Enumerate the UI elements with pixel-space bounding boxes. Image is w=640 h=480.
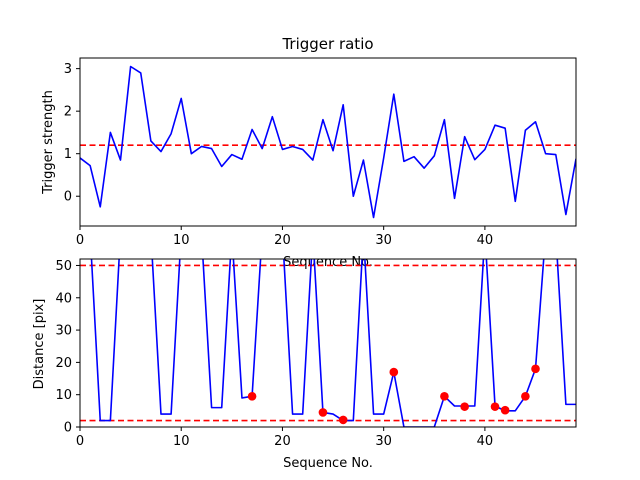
data-point: [318, 408, 328, 417]
y-tick-label: 20: [55, 356, 72, 371]
plot-clipped: [80, 65, 576, 219]
y-tick-label: 3: [64, 62, 72, 77]
x-tick-label: 20: [274, 434, 291, 449]
chart-distance: Sequence No. 0 10 20 30 40 0 10 20 30 40 50 Distan…: [32, 258, 577, 471]
y-axis-label: Distance [pix]: [32, 299, 47, 390]
data-point: [500, 405, 510, 415]
plot-clipped: [80, 259, 576, 427]
data-point: [460, 402, 469, 411]
plot-frame: [79, 57, 577, 227]
x-tick-label: 30: [375, 434, 392, 449]
data-point: [490, 402, 500, 411]
y-tick-label: 10: [55, 388, 72, 403]
x-tick-label: 0: [76, 434, 84, 449]
x-tick-label: 20: [274, 233, 291, 248]
x-tick-label: 10: [173, 434, 190, 449]
x-tick-label: 30: [375, 233, 392, 248]
x-tick-label: 10: [173, 233, 190, 248]
y-tick-label: 30: [55, 324, 72, 339]
y-tick-label: 50: [55, 259, 72, 274]
data-point: [531, 364, 540, 374]
y-tick-label: 1: [64, 147, 72, 162]
data-point: [389, 367, 399, 377]
x-tick-label: 40: [477, 233, 494, 248]
data-point: [338, 415, 348, 425]
x-axis-label: Sequence No.: [283, 255, 373, 270]
y-axis-label: Trigger strength: [41, 90, 56, 195]
plot-area: 0 10 20 30 40 0 1 2 3: [64, 57, 577, 248]
plot-frame: [79, 258, 577, 428]
series-line: [80, 65, 576, 219]
x-tick-label: 40: [477, 434, 494, 449]
series-line: [90, 259, 576, 427]
plot-area: 0 10 20 30 40 0 10 20 30 40 50: [55, 258, 577, 449]
y-tick-label: 0: [64, 421, 72, 436]
chart-title: Trigger ratio: [281, 35, 373, 53]
x-axis-label: Sequence No.: [283, 456, 373, 471]
y-tick-label: 2: [64, 105, 72, 120]
y-tick-label: 40: [55, 291, 72, 306]
x-tick-label: 0: [76, 233, 84, 248]
y-tick-label: 0: [64, 190, 72, 205]
data-point: [247, 392, 257, 401]
data-point: [440, 392, 449, 401]
data-point: [521, 392, 530, 401]
